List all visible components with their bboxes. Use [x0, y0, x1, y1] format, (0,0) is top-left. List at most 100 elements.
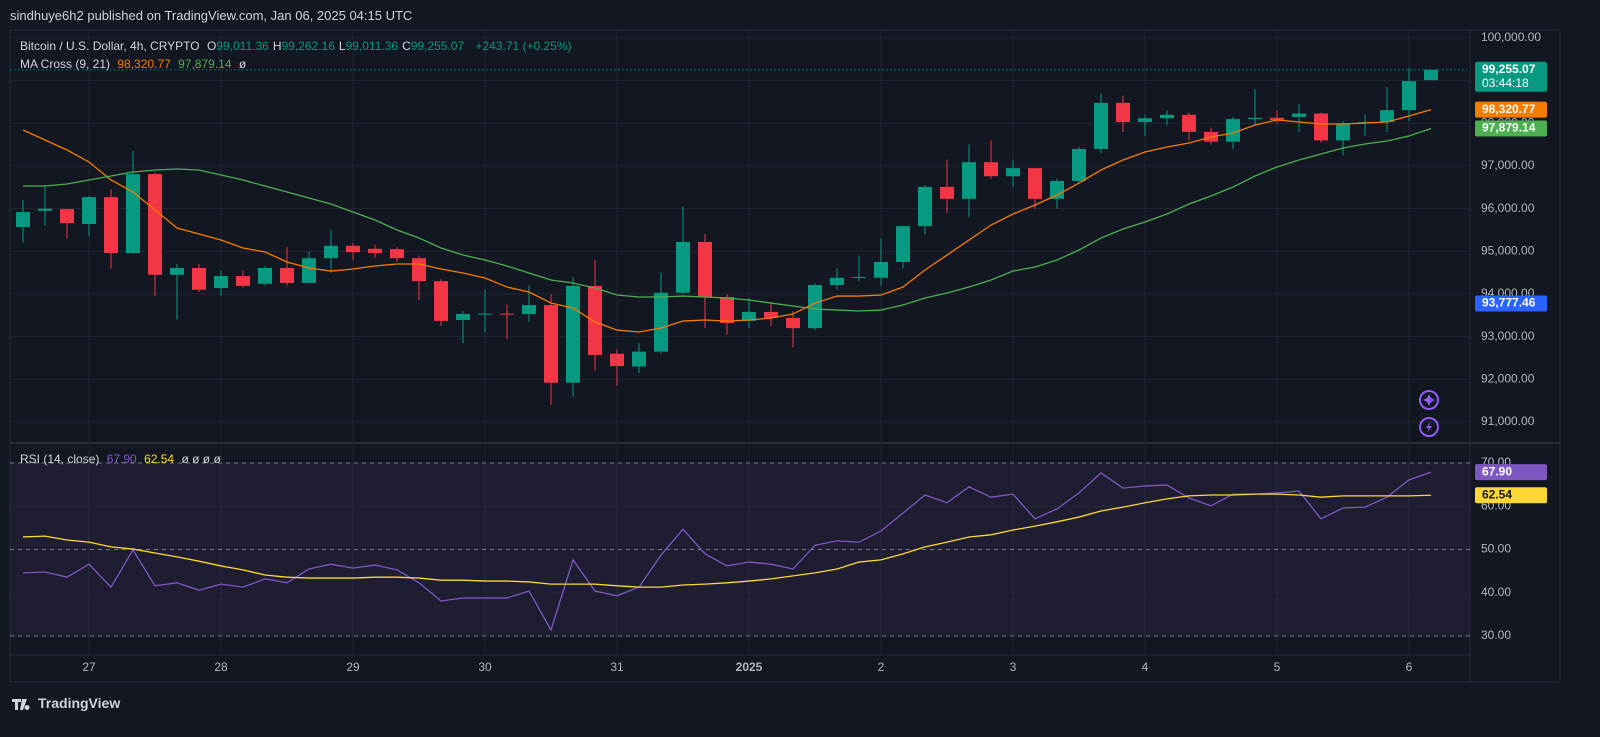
candle-body [82, 197, 96, 225]
candle-body [148, 174, 162, 275]
icon-button[interactable] [1419, 417, 1439, 437]
badge-label: 62.54 [1482, 487, 1512, 501]
ohlc-key: O [206, 39, 217, 53]
candle-body [412, 258, 426, 282]
candle-body [918, 186, 932, 227]
badge-label: 67.90 [1482, 464, 1512, 478]
y-tick-label: 92,000.00 [1481, 372, 1535, 386]
candle-body [984, 162, 998, 177]
ohlc-key: C [402, 39, 411, 53]
x-tick-label: 2025 [736, 660, 763, 674]
indicator-suffix: ø ø ø ø [181, 452, 221, 466]
candle-body [214, 276, 228, 289]
candle-body [654, 292, 668, 352]
price-badge [1475, 61, 1547, 92]
symbol-title: Bitcoin / U.S. Dollar, 4h, CRYPTO [20, 39, 200, 53]
candle-body [16, 212, 30, 228]
grid [10, 30, 1470, 655]
candle-body [1094, 102, 1108, 149]
candle-body [896, 226, 910, 262]
candle-body [346, 245, 360, 253]
candle-body [742, 311, 756, 321]
axes: 100,000.0099,000.0098,000.0097,000.0096,… [82, 30, 1547, 674]
candle-body [368, 248, 382, 254]
x-tick-label: 28 [214, 660, 228, 674]
badge-countdown: 03:44:18 [1482, 76, 1529, 90]
marks [16, 67, 1438, 632]
y-tick-label: 95,000.00 [1481, 244, 1535, 258]
candle-body [962, 162, 976, 199]
candle-body [434, 281, 448, 321]
y-tick-label: 100,000.00 [1481, 30, 1541, 44]
candle-body [764, 311, 778, 318]
x-tick-label: 31 [610, 660, 624, 674]
candle-body [808, 285, 822, 329]
candle-body [588, 285, 602, 356]
candle-body [236, 276, 250, 286]
candle-body [1336, 123, 1350, 141]
badge-label: 93,777.46 [1482, 296, 1536, 310]
ohlc-key: L [338, 39, 346, 53]
x-tick-label: 2 [878, 660, 885, 674]
candle-body [698, 241, 712, 297]
candle-body [258, 267, 272, 284]
candle-body [522, 305, 536, 315]
indicator-name: RSI (14, close) [20, 452, 100, 466]
ohlc-value: 99,011.36 [216, 39, 269, 53]
indicator-line [22, 493, 1432, 588]
indicator-line [22, 109, 1432, 333]
icon-button[interactable] [1419, 390, 1439, 410]
candle-body [1028, 168, 1042, 199]
y-tick-label: 96,000.00 [1481, 201, 1535, 215]
rsi-value: 62.54 [144, 452, 175, 466]
candle-body [390, 249, 404, 259]
candle-body [1424, 69, 1438, 81]
candle-body [38, 208, 52, 211]
brand-logo [12, 699, 30, 710]
indicator-suffix: ø [238, 57, 247, 71]
candle-body [610, 353, 624, 367]
x-tick-label: 5 [1274, 660, 1281, 674]
x-tick-label: 29 [346, 660, 360, 674]
candle-body [1270, 117, 1284, 120]
ma-legend: MA Cross (9, 21) 98,320.77 97,879.14 ø [20, 57, 250, 71]
ohlc-value: 99,011.36 [345, 39, 399, 53]
price-badge [1475, 101, 1547, 118]
indicator-line [23, 127, 1432, 312]
candle-body [632, 351, 646, 367]
price-badge [1475, 120, 1547, 137]
price-badge [1475, 295, 1547, 312]
indicator-name: MA Cross (9, 21) [20, 57, 111, 71]
candle-body [1292, 113, 1306, 117]
badge-label: 99,255.07 [1482, 62, 1536, 76]
candle-body [104, 197, 118, 254]
price-legend: Bitcoin / U.S. Dollar, 4h, CRYPTO O99,01… [20, 39, 576, 53]
x-tick-label: 4 [1142, 660, 1149, 674]
candle-body [676, 241, 690, 293]
ohlc-values: O99,011.36 H99,262.16 L99,011.36 C99,255.07 [207, 39, 468, 53]
candle-body [1050, 180, 1064, 199]
candle-body [720, 296, 734, 324]
indicator-line [22, 471, 1432, 632]
candle-body [1072, 148, 1086, 181]
badge-label: 98,320.77 [1482, 102, 1536, 116]
candle-body [874, 262, 888, 278]
candle-body [1116, 102, 1130, 123]
candle-body [1226, 119, 1240, 142]
badge-label: 97,879.14 [1482, 121, 1536, 135]
ma-value: 97,879.14 [178, 57, 232, 71]
y-tick-label: 93,000.00 [1481, 329, 1535, 343]
candle-body [192, 267, 206, 290]
y-tick-label: 91,000.00 [1481, 414, 1535, 428]
candle-body [940, 186, 954, 199]
brand: TradingView [38, 695, 121, 711]
candle-body [1314, 113, 1328, 141]
y-tick-label: 30.00 [1481, 628, 1511, 642]
y-tick-label: 50.00 [1481, 542, 1511, 556]
x-tick-label: 30 [478, 660, 492, 674]
candle-body [544, 305, 558, 383]
candle-body [830, 277, 844, 286]
candle-body [170, 267, 184, 275]
